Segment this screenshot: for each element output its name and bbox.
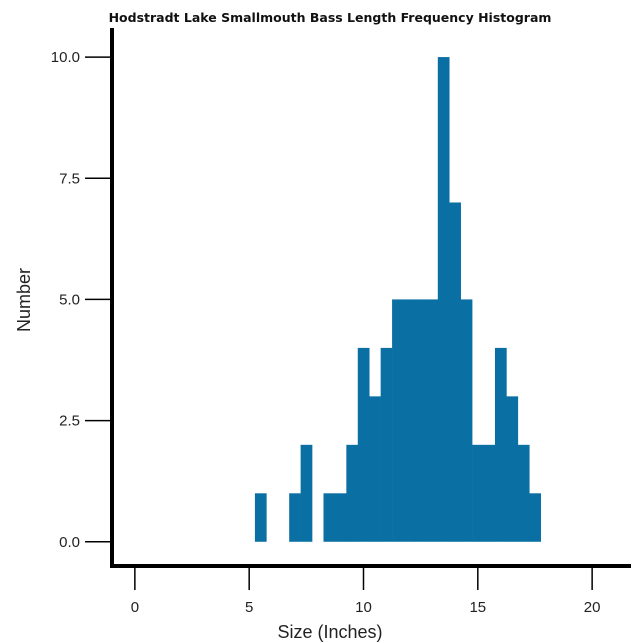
- histogram-bar: [357, 347, 370, 542]
- histogram-bar: [460, 299, 473, 542]
- histogram-bar: [472, 444, 484, 542]
- histogram-bar: [369, 396, 381, 542]
- x-axis-label: Size (Inches): [277, 622, 382, 642]
- y-tick-label: 10.0: [51, 49, 80, 66]
- y-tick-label: 0.0: [59, 534, 80, 551]
- histogram-bar: [380, 347, 393, 542]
- histogram-bar: [494, 347, 507, 542]
- histogram-bar: [426, 299, 439, 542]
- x-tick-label: 10: [355, 599, 372, 616]
- y-tick-label: 5.0: [59, 291, 80, 308]
- histogram-bar: [323, 493, 336, 542]
- x-tick-label: 0: [131, 599, 139, 616]
- x-axis-ticks: 0 5 10 15 20: [131, 568, 601, 616]
- histogram-bar: [414, 299, 427, 542]
- histogram-bar: [517, 444, 530, 542]
- x-tick-label: 15: [469, 599, 486, 616]
- x-tick-label: 20: [584, 599, 601, 616]
- histogram-bar: [403, 299, 416, 542]
- histogram-bar: [346, 444, 359, 542]
- histogram-bar: [506, 396, 519, 542]
- y-tick-label: 2.5: [59, 413, 80, 430]
- histogram-bar: [483, 444, 496, 542]
- histogram-bar: [254, 493, 267, 542]
- y-axis-ticks: 0.0 2.5 5.0 7.5 10.0: [51, 49, 110, 551]
- y-axis-label: Number: [14, 268, 34, 332]
- chart-title: Hodstradt Lake Smallmouth Bass Length Fr…: [109, 10, 552, 25]
- x-tick-label: 5: [245, 599, 253, 616]
- histogram-bar: [437, 57, 450, 542]
- y-tick-label: 7.5: [59, 170, 80, 187]
- histogram-bar: [392, 299, 404, 542]
- histogram-bar: [449, 202, 461, 542]
- histogram-bar: [334, 493, 347, 542]
- histogram-bar: [300, 444, 313, 542]
- histogram-bar: [289, 493, 301, 542]
- histogram-bar: [529, 493, 541, 542]
- bars-group: [254, 57, 541, 542]
